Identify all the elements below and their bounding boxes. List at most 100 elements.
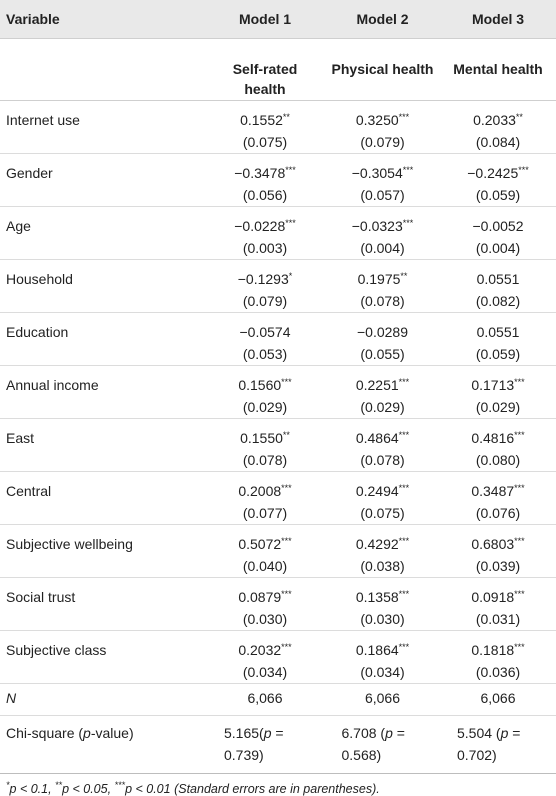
significance: *** bbox=[402, 217, 414, 228]
regression-table: Variable Model 1 Model 2 Model 3 Self-rated … bbox=[0, 0, 556, 773]
subheader-cell: Mental health bbox=[453, 60, 543, 77]
significance: *** bbox=[514, 482, 525, 493]
footnote: *p < 0.1, **p < 0.05, ***p < 0.01 (Stand… bbox=[0, 774, 556, 796]
coefficient: 0.4864 bbox=[355, 429, 399, 446]
value-cell: 6,066 bbox=[247, 689, 283, 706]
standard-error: (0.029) bbox=[475, 398, 521, 415]
coefficient: 0.1818 bbox=[471, 641, 515, 658]
text: p < 0.01 bbox=[125, 781, 175, 796]
header-cell: Model 3 bbox=[471, 10, 525, 27]
value-cell: −0.3054*** (0.057) bbox=[325, 153, 440, 206]
standard-error: (0.034) bbox=[360, 663, 405, 680]
data-row: Subjective class 0.2032*** (0.034) 0.1864**… bbox=[0, 630, 556, 683]
standard-error: (0.030) bbox=[242, 610, 288, 627]
value-cell: 6.708 (p = 0.568) bbox=[325, 715, 440, 773]
standard-error: (0.078) bbox=[360, 451, 405, 468]
text: p < 0.05, bbox=[62, 781, 115, 796]
coefficient: 0.2494 bbox=[355, 482, 399, 499]
coefficient: 0.4292 bbox=[355, 535, 399, 552]
standard-error: (0.003) bbox=[242, 239, 288, 256]
coefficient: 0.1560 bbox=[238, 376, 282, 393]
coefficient: 0.1358 bbox=[355, 588, 399, 605]
data-row: Household −0.1293* (0.079) 0.1975** (0.078) 0… bbox=[0, 259, 556, 312]
standard-error: (0.075) bbox=[242, 133, 288, 150]
significance: ** bbox=[282, 429, 290, 440]
data-row: Annual income 0.1560*** (0.029) 0.2251*** (0… bbox=[0, 365, 556, 418]
coefficient: −0.3054 bbox=[351, 164, 403, 181]
value-cell: 0.2033** (0.084) bbox=[440, 100, 556, 153]
standard-error: (0.004) bbox=[360, 239, 405, 256]
variable-label: Central bbox=[6, 482, 52, 499]
significance: *** bbox=[398, 588, 410, 599]
standard-error: (0.034) bbox=[242, 663, 288, 680]
coefficient: 0.1550 bbox=[240, 429, 283, 446]
standard-error: (0.029) bbox=[242, 398, 288, 415]
value-cell: 0.1864*** (0.034) bbox=[325, 630, 440, 683]
coefficient: 0.5072 bbox=[238, 535, 282, 552]
text: Chi-square ( bbox=[6, 724, 84, 741]
coefficient: 0.0551 bbox=[476, 323, 520, 340]
significance: *** bbox=[281, 376, 292, 387]
value-cell: 6,066 bbox=[480, 689, 516, 706]
data-row: Age −0.0228*** (0.003) −0.0323*** (0.004) −0.… bbox=[0, 206, 556, 259]
standard-error: (0.057) bbox=[360, 186, 405, 203]
italic-p: p bbox=[263, 724, 272, 741]
coefficient: 0.0879 bbox=[238, 588, 282, 605]
significance: *** bbox=[514, 641, 525, 652]
text: (Standard errors are in parentheses). bbox=[174, 781, 380, 796]
value-cell: 0.2251*** (0.029) bbox=[325, 365, 440, 418]
standard-error: (0.077) bbox=[242, 504, 288, 521]
significance: ** bbox=[400, 270, 408, 281]
significance: *** bbox=[398, 641, 410, 652]
significance: *** bbox=[285, 217, 296, 228]
significance: ** bbox=[515, 111, 523, 122]
value-cell: 0.1552** (0.075) bbox=[205, 100, 325, 153]
significance: *** bbox=[398, 429, 410, 440]
data-row: Central 0.2008*** (0.077) 0.2494*** (0.075) 0… bbox=[0, 471, 556, 524]
value-cell: 0.1560*** (0.029) bbox=[205, 365, 325, 418]
data-row: Social trust 0.0879*** (0.030) 0.1358*** (0.… bbox=[0, 577, 556, 630]
value-cell: 0.0918*** (0.031) bbox=[440, 577, 556, 630]
value-cell: −0.3478*** (0.056) bbox=[205, 153, 325, 206]
standard-error: (0.076) bbox=[475, 504, 521, 521]
standard-error: (0.030) bbox=[360, 610, 405, 627]
significance: *** bbox=[514, 535, 525, 546]
value-cell: −0.0289 (0.055) bbox=[325, 312, 440, 365]
text: 5.504 ( bbox=[457, 724, 501, 741]
data-row: Internet use 0.1552** (0.075) 0.3250*** (0.0… bbox=[0, 100, 556, 153]
coefficient: 0.3250 bbox=[355, 111, 399, 128]
header-cell: Model 2 bbox=[356, 10, 409, 27]
significance: *** bbox=[398, 376, 410, 387]
standard-error: (0.082) bbox=[475, 292, 521, 309]
text: 5.165( bbox=[224, 724, 264, 741]
value-cell: 5.504 (p = 0.702) bbox=[440, 715, 556, 773]
variable-label: N bbox=[6, 689, 17, 706]
variable-label: Household bbox=[6, 270, 73, 287]
coefficient: −0.0052 bbox=[472, 217, 524, 234]
value-cell: 0.0551 (0.059) bbox=[440, 312, 556, 365]
subheader-cell: Physical health bbox=[331, 60, 434, 77]
standard-error: (0.059) bbox=[475, 186, 521, 203]
value-cell: 0.0551 (0.082) bbox=[440, 259, 556, 312]
coefficient: 0.2251 bbox=[355, 376, 399, 393]
value-cell: −0.0574 (0.053) bbox=[205, 312, 325, 365]
data-row: Gender −0.3478*** (0.056) −0.3054*** (0.057)… bbox=[0, 153, 556, 206]
standard-error: (0.075) bbox=[360, 504, 405, 521]
significance: *** bbox=[398, 535, 410, 546]
standard-error: (0.056) bbox=[242, 186, 288, 203]
standard-error: (0.079) bbox=[242, 292, 288, 309]
value-cell: 0.5072*** (0.040) bbox=[205, 524, 325, 577]
significance: *** bbox=[518, 164, 529, 175]
value-cell: 5.165(p = 0.739) bbox=[205, 715, 325, 773]
coefficient: 0.6803 bbox=[471, 535, 515, 552]
coefficient: 0.1975 bbox=[357, 270, 401, 287]
coefficient: 0.2008 bbox=[238, 482, 282, 499]
significance: *** bbox=[281, 482, 292, 493]
coefficient: 0.4816 bbox=[471, 429, 515, 446]
variable-label: Internet use bbox=[6, 111, 80, 128]
n-row: N 6,066 6,066 6,066 bbox=[0, 683, 556, 715]
value-cell: −0.0323*** (0.004) bbox=[325, 206, 440, 259]
significance: *** bbox=[402, 164, 414, 175]
